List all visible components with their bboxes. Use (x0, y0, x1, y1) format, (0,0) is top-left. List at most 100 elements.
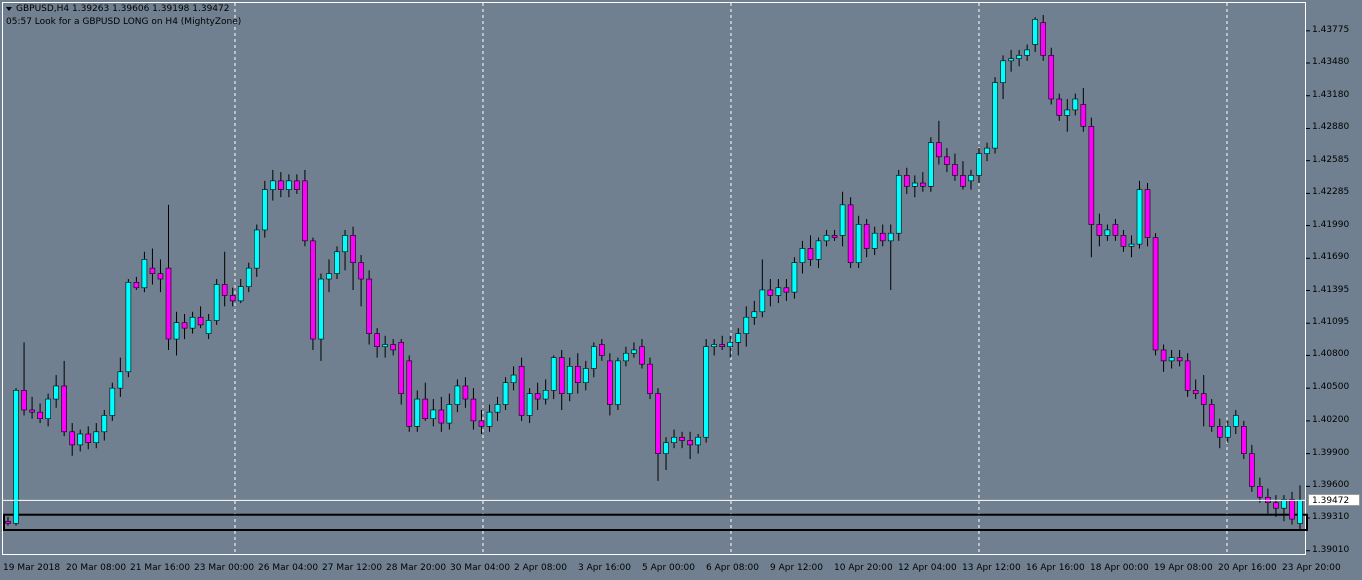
candle (1136, 180, 1143, 249)
plot-area-border (2, 2, 1306, 555)
bull-candle-body (1072, 98, 1079, 111)
bull-candle-body (446, 404, 453, 424)
candle (895, 169, 902, 241)
chart-header-symbol[interactable]: GBPUSD,H4 1.39263 1.39606 1.39198 1.3947… (6, 4, 229, 15)
candle (13, 388, 19, 526)
bear-candle-body (1257, 486, 1263, 498)
price-tick-label: 1.41690 (1312, 252, 1350, 263)
candle (992, 77, 998, 154)
price-tick-label: 1.40500 (1312, 382, 1350, 393)
time-tick-label: 28 Mar 20:00 (386, 563, 447, 573)
candle (663, 437, 669, 470)
candle (831, 229, 838, 241)
bull-candle-body (213, 284, 220, 321)
time-tick-label: 2 Apr 08:00 (514, 563, 567, 573)
bear-candle-body (221, 284, 228, 296)
candle (1120, 229, 1127, 252)
bear-candle-body (358, 262, 364, 280)
candle (310, 237, 316, 350)
candle (342, 229, 348, 271)
bull-candle-body (205, 320, 212, 334)
bear-candle-body (5, 520, 11, 524)
bull-candle-body (526, 393, 533, 416)
bull-candle-body (703, 346, 709, 438)
price-tick-label: 1.40800 (1312, 349, 1350, 360)
bull-candle-body (912, 182, 918, 187)
bear-candle-body (607, 360, 613, 405)
candle (1273, 495, 1279, 517)
bull-candle-body (454, 385, 461, 405)
candle (61, 360, 67, 437)
candle (502, 377, 509, 410)
time-tick-label: 27 Mar 12:00 (322, 563, 383, 573)
candle (278, 172, 284, 198)
bear-candle-body (1289, 499, 1295, 520)
bull-candle-body (823, 235, 830, 242)
bear-candle-body (558, 357, 565, 394)
candle (53, 375, 59, 408)
candle (1104, 224, 1111, 241)
candle (93, 423, 100, 449)
bull-candle-body (270, 180, 276, 190)
time-tick-label: 3 Apr 16:00 (578, 563, 631, 573)
candle (743, 306, 750, 347)
candle (125, 279, 132, 378)
zone-rectangle (3, 513, 1308, 531)
bull-candle-body (342, 235, 348, 253)
bear-candle-body (1176, 357, 1183, 362)
bull-candle-body (791, 262, 798, 293)
bull-candle-body (318, 278, 324, 340)
bull-candle-body (1297, 500, 1303, 524)
candle (189, 311, 196, 334)
bull-candle-body (591, 346, 597, 369)
bull-candle-body (1233, 415, 1239, 427)
candle (591, 342, 597, 378)
candle (1265, 488, 1271, 514)
candle (839, 191, 846, 247)
bear-candle-body (197, 316, 204, 326)
bull-candle-body (928, 142, 934, 187)
candle (69, 423, 75, 456)
bull-candle-body (727, 342, 734, 347)
bull-candle-body (1000, 60, 1006, 83)
bull-candle-body (510, 374, 517, 383)
chevron-down-icon[interactable] (6, 6, 12, 11)
candle (414, 390, 421, 432)
bull-candle-body (735, 333, 742, 343)
time-tick-label: 19 Mar 2018 (3, 563, 61, 573)
candle (775, 279, 782, 304)
bear-candle-body (534, 393, 541, 400)
bear-candle-body (350, 235, 356, 263)
bear-candle-body (863, 224, 870, 249)
price-tick-label: 1.42585 (1312, 154, 1350, 165)
time-tick-label: 26 Mar 04:00 (258, 563, 319, 573)
candle (422, 382, 429, 421)
time-tick-label: 6 Apr 08:00 (706, 563, 759, 573)
bull-candle-body (663, 442, 669, 454)
candle (847, 197, 854, 269)
bear-candle-body (879, 232, 886, 242)
candle (976, 148, 982, 184)
bull-candle-body (117, 371, 124, 389)
bull-candle-body (976, 153, 982, 176)
candle (574, 353, 581, 394)
candle (887, 224, 894, 290)
candle (141, 251, 148, 293)
bull-candle-body (326, 273, 332, 280)
bull-candle-body (502, 382, 509, 405)
bear-candle-body (639, 346, 645, 365)
price-tick-label: 1.41095 (1312, 317, 1350, 328)
symbol-line: GBPUSD,H4 1.39263 1.39606 1.39198 1.3947… (16, 4, 230, 14)
bear-candle-body (133, 282, 140, 289)
candle (1176, 349, 1183, 367)
price-tick-label: 1.39900 (1312, 447, 1350, 458)
bull-candle-body (984, 147, 990, 154)
bear-candle-body (422, 398, 429, 420)
time-tick-label: 18 Apr 00:00 (1090, 563, 1149, 573)
candle (382, 335, 388, 358)
candle (920, 172, 926, 192)
price-tick-label: 1.42285 (1312, 187, 1350, 198)
bear-candle-body (406, 360, 413, 427)
